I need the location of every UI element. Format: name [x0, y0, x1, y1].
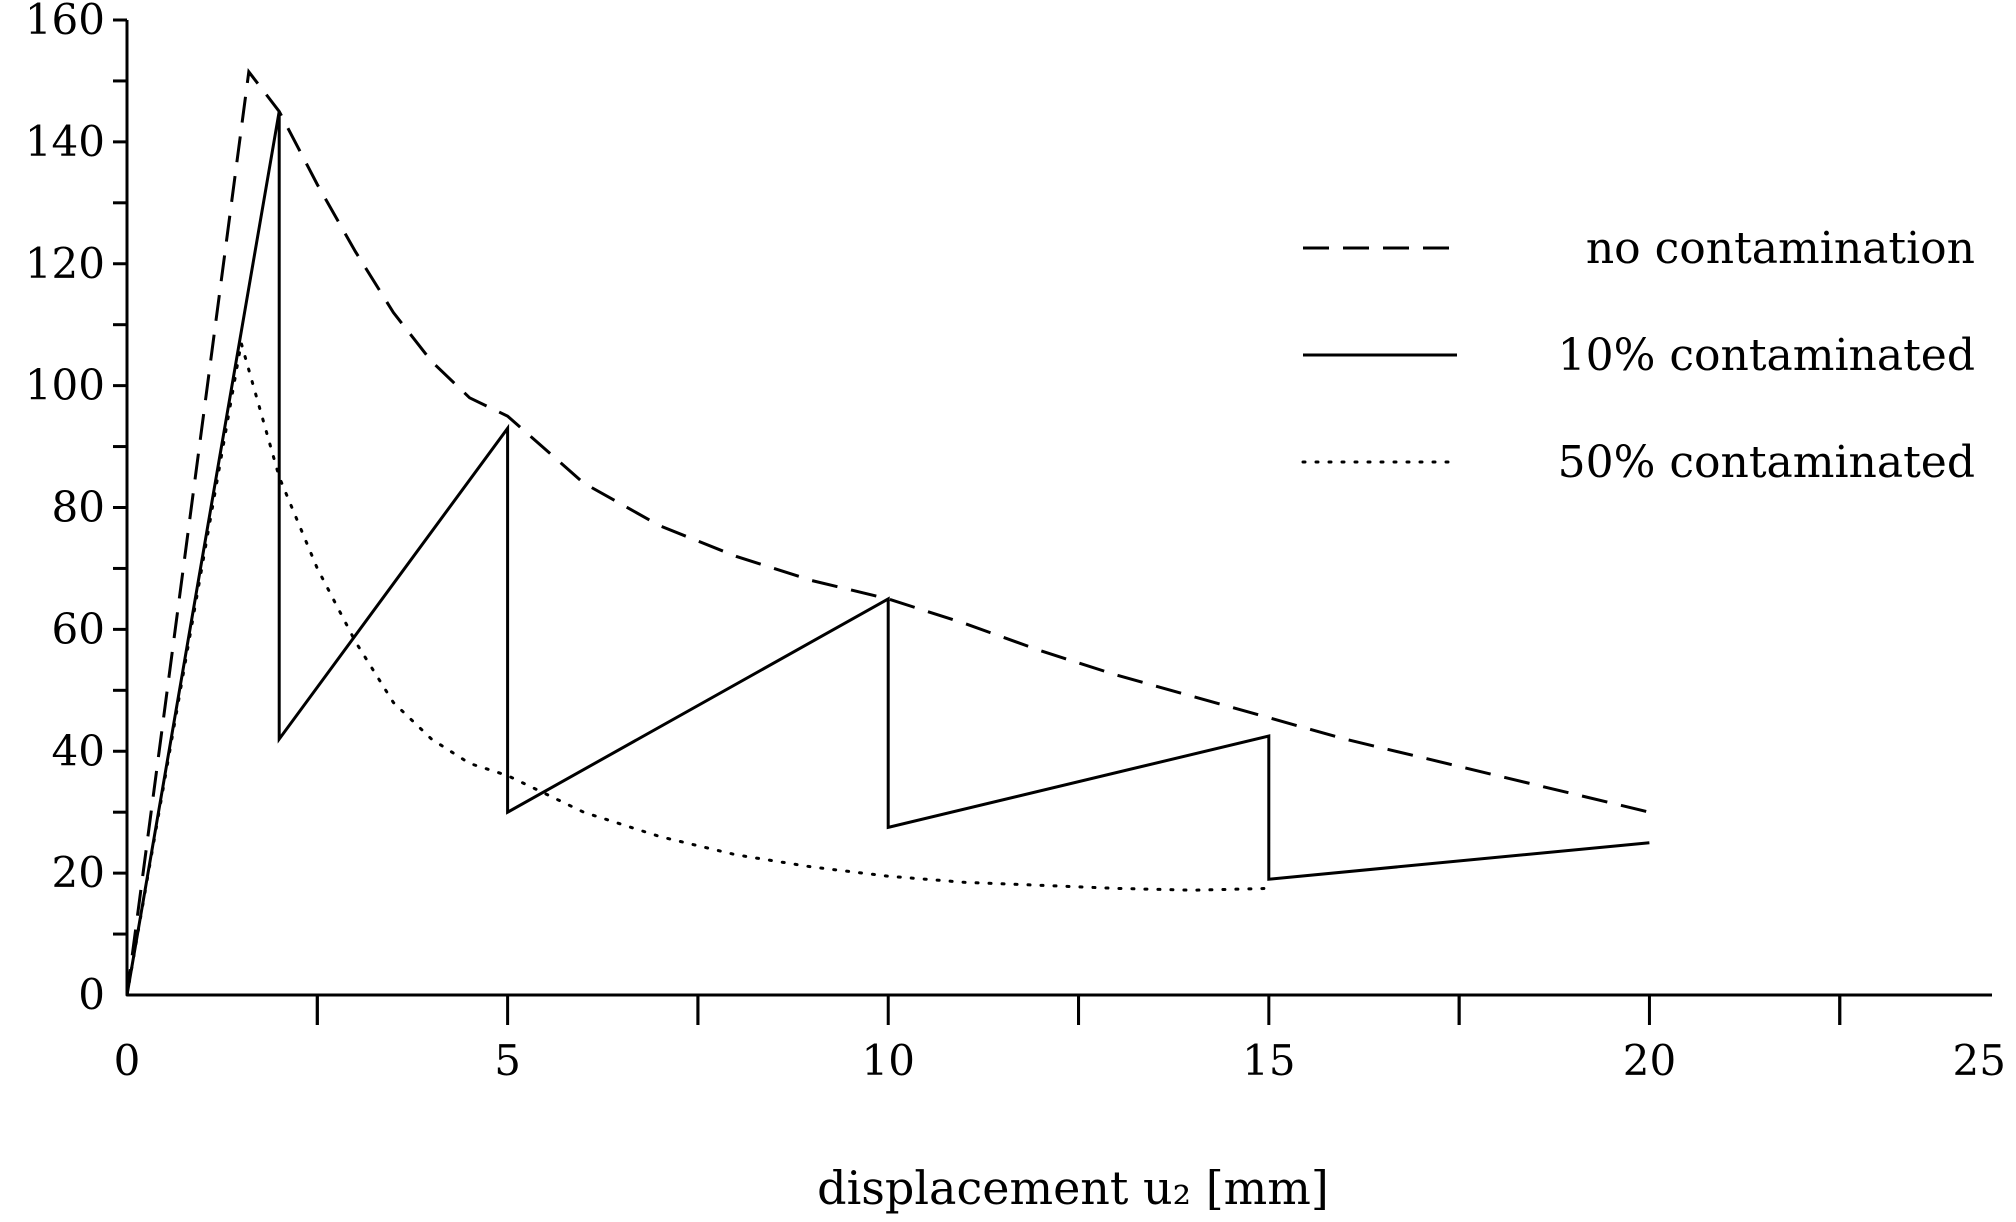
series-line-2: [125, 111, 1650, 996]
x-axis-title: displacement u₂ [mm]: [817, 1161, 1329, 1215]
y-axis-ticks: 0 20 40 60 80 100 120 140 160: [25, 0, 127, 1019]
y-tick-label: 20: [52, 848, 105, 897]
legend-label: no contamination: [1586, 223, 1975, 274]
y-tick-label: 40: [52, 726, 105, 775]
legend-label: 50% contaminated: [1558, 437, 1975, 488]
legend-label: 10% contaminated: [1558, 330, 1975, 381]
x-axis-ticks: 0 5 10 15 20 25: [114, 995, 2006, 1085]
x-tick-label: 15: [1242, 1036, 1295, 1085]
y-tick-label: 60: [52, 604, 105, 653]
x-tick-label: 20: [1623, 1036, 1676, 1085]
legend: no contamination 10% contaminated 50% cont…: [1301, 223, 1975, 488]
y-tick-label: 100: [25, 361, 105, 410]
y-tick-label: 160: [25, 0, 105, 44]
x-tick-label: 5: [494, 1036, 521, 1085]
x-tick-label: 0: [114, 1036, 141, 1085]
series-line-3: [125, 342, 1271, 997]
y-tick-label: 120: [25, 239, 105, 288]
axes: [125, 20, 1992, 997]
series-line-1: [125, 68, 1650, 996]
series-layer: [125, 68, 1650, 997]
y-tick-label: 80: [52, 483, 105, 532]
y-tick-label: 0: [78, 970, 105, 1019]
x-tick-label: 25: [1953, 1036, 2006, 1085]
y-tick-label: 140: [25, 117, 105, 166]
x-tick-label: 10: [861, 1036, 914, 1085]
